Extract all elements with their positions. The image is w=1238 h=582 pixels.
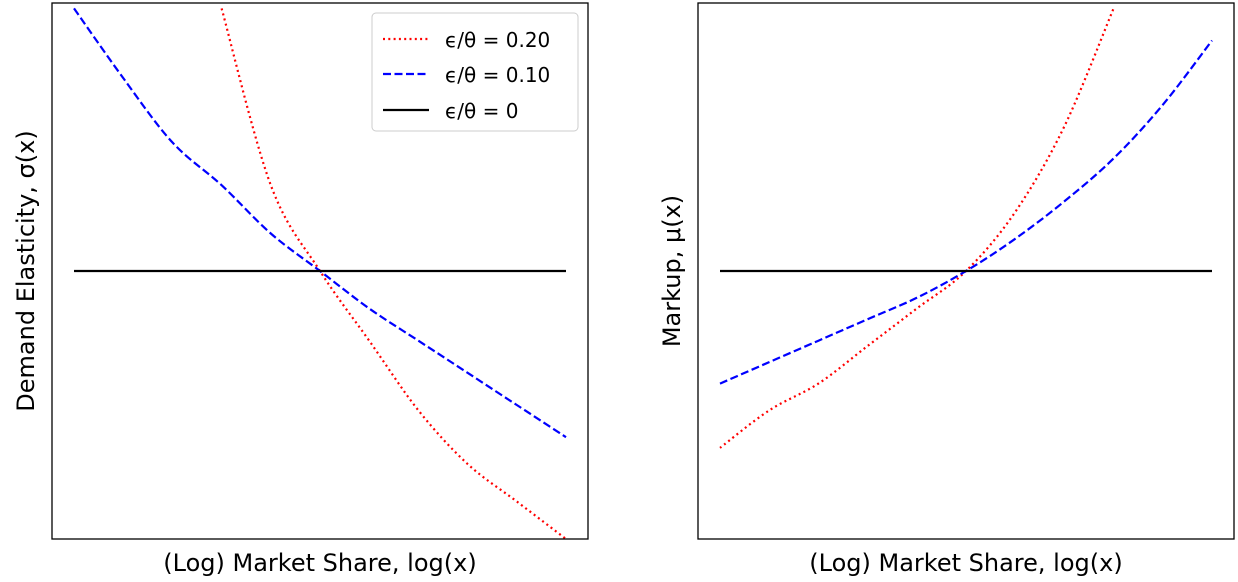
series-line-1 xyxy=(719,39,1213,385)
legend-label-2: ϵ/θ = 0 xyxy=(445,99,518,123)
legend-label-0: ϵ/θ = 0.20 xyxy=(445,28,550,52)
chart-panel-elasticity: (Log) Market Share, log(x) Demand Elasti… xyxy=(12,2,589,577)
series-lines xyxy=(73,7,567,539)
x-axis-label: (Log) Market Share, log(x) xyxy=(809,549,1122,577)
axes-frame xyxy=(697,2,1235,540)
x-axis-label: (Log) Market Share, log(x) xyxy=(163,549,476,577)
legend-label-1: ϵ/θ = 0.10 xyxy=(445,63,550,87)
legend: ϵ/θ = 0.20 ϵ/θ = 0.10 ϵ/θ = 0 xyxy=(371,12,579,132)
chart-panel-markup: (Log) Market Share, log(x) Markup, μ(x) xyxy=(658,2,1235,577)
y-axis-label: Markup, μ(x) xyxy=(658,195,686,347)
series-line-1 xyxy=(73,7,567,439)
legend-box xyxy=(371,12,579,132)
series-lines xyxy=(719,7,1213,449)
series-line-0 xyxy=(719,7,1115,449)
axes-frame xyxy=(51,2,589,540)
y-axis-label: Demand Elasticity, σ(x) xyxy=(12,130,40,411)
